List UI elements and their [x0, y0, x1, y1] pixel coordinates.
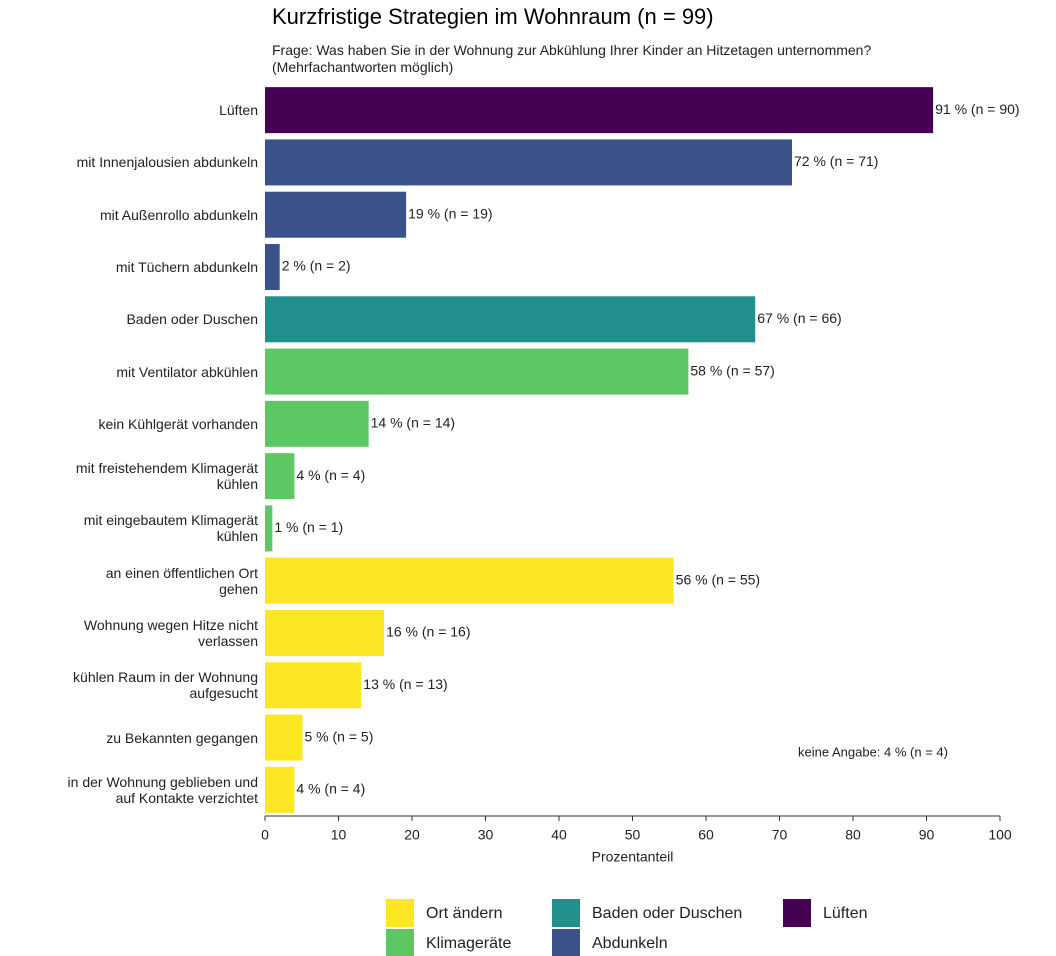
- value-label: 1 % (n = 1): [274, 519, 343, 535]
- bar: [265, 296, 756, 343]
- bar: [265, 557, 674, 604]
- value-label: 13 % (n = 13): [363, 676, 447, 692]
- value-label: 91 % (n = 90): [935, 101, 1019, 117]
- x-tick-label: 80: [845, 827, 861, 843]
- value-label: 72 % (n = 71): [794, 153, 878, 169]
- y-tick-label: kein Kühlgerät vorhanden: [98, 415, 258, 432]
- x-tick-label: 0: [261, 827, 269, 843]
- x-tick-label: 20: [404, 827, 420, 843]
- legend-key: [783, 899, 811, 927]
- legend-label: Ort ändern: [426, 905, 502, 922]
- value-label: 19 % (n = 19): [408, 205, 492, 221]
- y-tick-label: Baden oder Duschen: [126, 311, 258, 328]
- value-label: 4 % (n = 4): [296, 467, 365, 483]
- y-tick-label: Lüften: [219, 102, 258, 119]
- x-tick-label: 100: [988, 827, 1012, 843]
- value-label: 4 % (n = 4): [296, 781, 365, 797]
- y-tick-label: mit Innenjalousien abdunkeln: [76, 154, 258, 171]
- y-tick-label: mit Tüchern abdunkeln: [115, 259, 258, 275]
- legend-key: [386, 899, 414, 927]
- y-tick-label: Wohnung wegen Hitze nicht verlassen: [83, 617, 258, 649]
- bar: [265, 662, 362, 709]
- bar: [265, 766, 295, 813]
- x-axis-title: Prozentanteil: [592, 849, 674, 865]
- bar: [265, 505, 273, 552]
- annotation: keine Angabe: 4 % (n = 4): [798, 744, 948, 759]
- y-tick-label: an einen öffentlichen Ort gehen: [105, 564, 258, 597]
- x-tick-label: 60: [698, 827, 714, 843]
- x-tick-label: 10: [331, 827, 347, 843]
- legend-label: Abdunkeln: [592, 935, 668, 952]
- legend-key: [552, 929, 580, 956]
- bar: [265, 453, 295, 500]
- y-tick-label: mit eingebautem Klimagerät kühlen: [83, 512, 258, 545]
- x-tick-label: 90: [919, 827, 935, 843]
- y-tick-label: mit Außenrollo abdunkeln: [100, 206, 258, 223]
- bar: [265, 243, 280, 291]
- value-label: 67 % (n = 66): [757, 310, 841, 326]
- legend-label: Lüften: [823, 905, 867, 922]
- x-tick-label: 70: [772, 827, 788, 843]
- legend-label: Klimageräte: [426, 935, 511, 952]
- x-tick-label: 30: [478, 827, 494, 843]
- bar: [265, 348, 689, 395]
- chart-title: Kurzfristige Strategien im Wohnraum (n =…: [272, 4, 714, 29]
- value-label: 56 % (n = 55): [676, 571, 760, 587]
- x-tick-label: 40: [551, 827, 567, 843]
- x-tick-label: 50: [625, 827, 641, 843]
- y-tick-label: zu Bekannten gegangen: [106, 729, 258, 746]
- legend-key: [552, 899, 580, 927]
- bar: [265, 609, 385, 657]
- legend-key: [386, 929, 414, 956]
- y-tick-label: in der Wohnung geblieben und auf Kontakt…: [67, 773, 258, 806]
- bar: [265, 87, 934, 134]
- bar: [265, 400, 369, 447]
- value-label: 58 % (n = 57): [690, 362, 774, 378]
- bar: [265, 714, 303, 761]
- y-tick-label: mit freistehendem Klimagerät kühlen: [75, 460, 258, 493]
- bar: [265, 139, 792, 186]
- chart-subtitle: Frage: Was haben Sie in der Wohnung zur …: [272, 42, 872, 75]
- value-label: 2 % (n = 2): [282, 258, 351, 274]
- y-tick-label: mit Ventilator abkühlen: [116, 363, 258, 380]
- legend-label: Baden oder Duschen: [592, 905, 742, 922]
- y-tick-label: kühlen Raum in der Wohnung aufgesucht: [73, 669, 258, 702]
- value-label: 16 % (n = 16): [386, 624, 470, 640]
- value-label: 14 % (n = 14): [371, 415, 455, 431]
- value-label: 5 % (n = 5): [304, 728, 373, 744]
- bar: [265, 191, 407, 238]
